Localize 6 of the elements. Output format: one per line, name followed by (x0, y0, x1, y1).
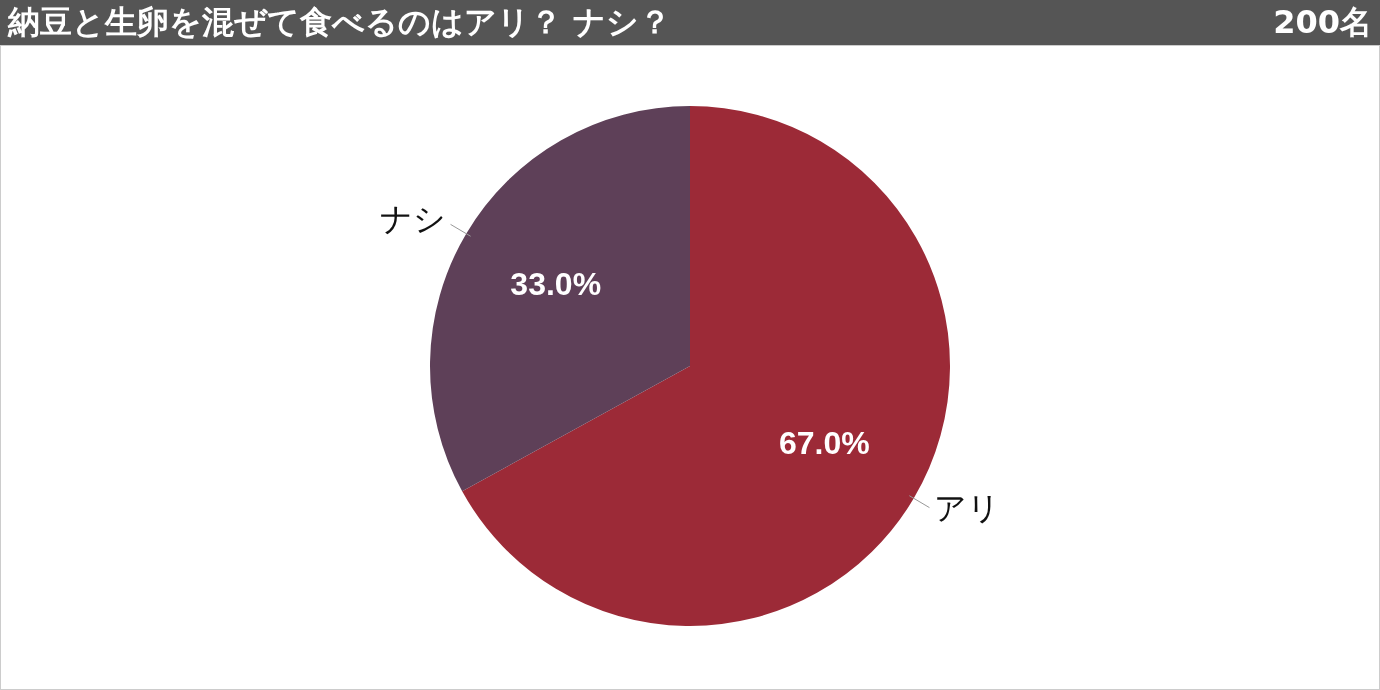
chart-title: 納豆と生卵を混ぜて食べるのはアリ？ ナシ？ (8, 1, 672, 43)
data-label: 33.0% (510, 266, 602, 303)
slice-label: アリ (933, 488, 1000, 527)
data-label: 67.0% (778, 425, 870, 462)
text: 200名 (1273, 1, 1372, 43)
slice-label: ナシ (380, 200, 447, 239)
